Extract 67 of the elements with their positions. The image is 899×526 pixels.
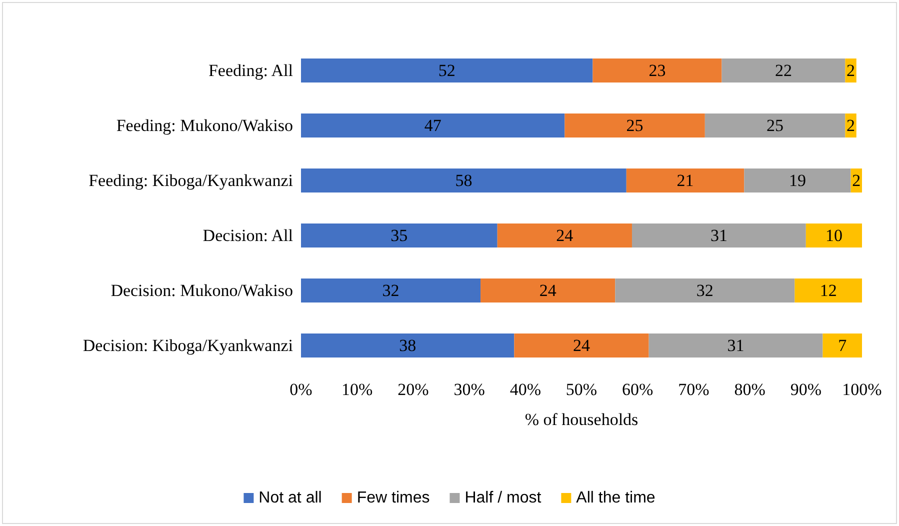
data-label: 23 <box>648 61 666 80</box>
data-label: 31 <box>727 336 744 355</box>
x-tick-label: 0% <box>290 380 312 399</box>
bar <box>514 334 649 358</box>
bar <box>564 114 705 138</box>
data-label: 22 <box>774 61 792 80</box>
data-label: 58 <box>455 171 472 190</box>
bar <box>301 58 593 82</box>
data-label: 2 <box>846 61 856 80</box>
bar <box>626 168 744 192</box>
data-label: 24 <box>556 226 574 245</box>
bar <box>615 278 795 302</box>
y-tick-label: Decision: All <box>202 226 294 245</box>
bar <box>806 224 862 248</box>
data-label: 47 <box>424 116 442 135</box>
y-tick-label: Decision: Mukono/Wakiso <box>110 281 293 300</box>
y-tick-label: Feeding: Kiboga/Kyankwanzi <box>88 171 294 190</box>
bar <box>648 334 823 358</box>
data-label: 25 <box>626 116 644 135</box>
x-tick-label: 50% <box>566 380 598 399</box>
x-tick-label: 80% <box>734 380 766 399</box>
data-label: 12 <box>820 281 837 300</box>
bar <box>301 168 626 192</box>
data-label: 38 <box>399 336 416 355</box>
bar <box>301 114 565 138</box>
legend-label: Not at all <box>258 490 322 506</box>
data-label: 25 <box>766 116 784 135</box>
y-tick-label: Decision: Kiboga/Kyankwanzi <box>82 336 294 355</box>
data-label: 32 <box>696 281 714 300</box>
bar <box>301 224 498 248</box>
legend-label: All the time <box>576 490 656 506</box>
data-label: 24 <box>573 336 590 355</box>
data-label: 24 <box>539 281 557 300</box>
bar <box>497 224 632 248</box>
bar <box>704 114 846 138</box>
legend-label: Few times <box>356 490 430 506</box>
x-tick-label: 60% <box>622 380 654 399</box>
bar <box>794 278 862 302</box>
data-label: 10 <box>825 226 842 245</box>
data-label: 2 <box>852 171 861 190</box>
data-label: 19 <box>788 171 806 190</box>
y-tick-label: Feeding: All <box>208 61 294 80</box>
x-tick-label: 30% <box>454 380 485 399</box>
x-tick-label: 20% <box>398 380 429 399</box>
data-label: 7 <box>838 336 848 355</box>
x-tick-label: 70% <box>678 380 710 399</box>
bar <box>722 58 846 82</box>
bar <box>632 224 806 248</box>
y-tick-label: Feeding: Mukono/Wakiso <box>116 116 293 135</box>
bar <box>592 58 722 82</box>
bar <box>822 334 862 358</box>
legend-label: Half / most <box>464 490 542 506</box>
data-label: 32 <box>382 281 400 300</box>
data-label: 52 <box>438 61 456 80</box>
x-tick-label: 90% <box>790 380 822 399</box>
data-label: 21 <box>676 171 694 190</box>
bar <box>744 168 851 192</box>
bar <box>301 278 481 302</box>
x-tick-label: 40% <box>510 380 541 399</box>
x-tick-label: 10% <box>342 380 373 399</box>
data-label: 2 <box>846 116 856 135</box>
bar <box>301 334 514 358</box>
x-tick-label: 100% <box>842 380 882 399</box>
bar <box>480 278 616 302</box>
data-label: 35 <box>390 226 408 245</box>
x-axis-title: % of households <box>524 410 638 429</box>
data-label: 31 <box>710 226 728 245</box>
